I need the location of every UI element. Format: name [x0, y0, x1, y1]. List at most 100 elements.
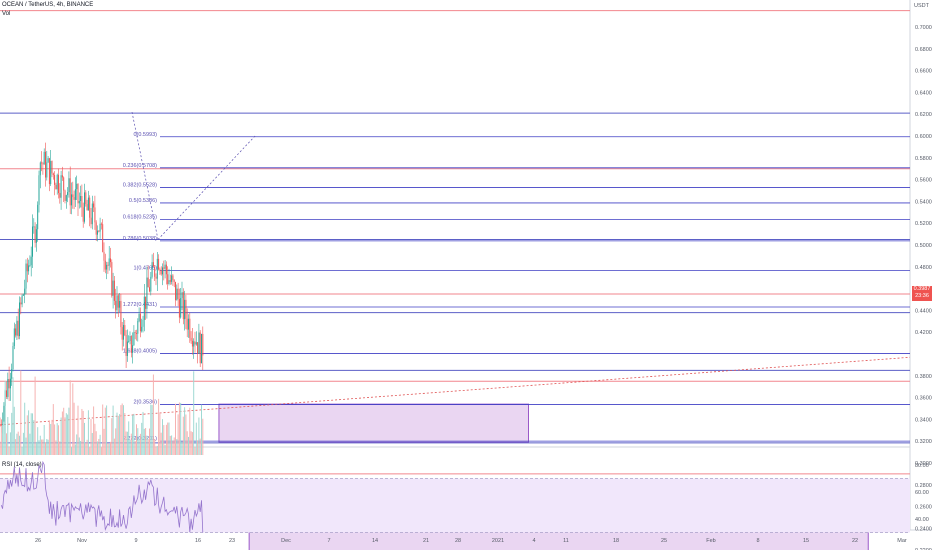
candle-body	[52, 173, 54, 176]
fib-level-label: 0.382(0.5528)	[123, 182, 157, 188]
time-axis: 26 Nov 9 16 23 Dec 7 14 21 28 2021 4 11 18 25 Feb 8 15 22 M…	[35, 538, 907, 544]
candle-body	[133, 332, 135, 346]
time-tick-label: 23	[229, 538, 235, 544]
volume-bar	[34, 376, 36, 455]
volume-bar	[121, 403, 123, 455]
rsi-band	[0, 478, 910, 533]
candle-body	[130, 335, 132, 353]
candle-body	[165, 264, 167, 275]
volume-bar	[86, 439, 88, 455]
price-tick-label: 0.2400	[915, 526, 932, 532]
candle-body	[162, 267, 163, 275]
time-tick-label: 15	[803, 538, 809, 544]
volume-bar	[164, 444, 166, 455]
volume-bar	[136, 424, 137, 455]
price-tick-label: 0.4400	[915, 308, 932, 314]
candle-body	[78, 200, 80, 204]
candle-body	[180, 297, 182, 318]
candle-body	[128, 340, 130, 342]
candle-body	[158, 258, 160, 270]
volume-bar	[160, 432, 162, 455]
volume-bar	[158, 398, 160, 455]
time-tick-label: 21	[423, 538, 429, 544]
volume-bar	[59, 441, 61, 455]
candle-body	[54, 175, 56, 185]
volume-bar	[102, 404, 104, 455]
volume-bar	[100, 446, 102, 455]
candle-body	[20, 302, 22, 305]
candle-body	[25, 263, 27, 289]
candle-body	[137, 321, 139, 334]
candle-body	[17, 320, 19, 337]
time-tick-label: Nov	[77, 538, 87, 544]
volume-bar	[197, 440, 199, 455]
fib-level-label: 0.5(0.5386)	[129, 198, 157, 204]
candle-body	[188, 318, 189, 330]
volume-bar	[111, 418, 113, 455]
volume-bar	[33, 420, 35, 455]
volume-bar	[188, 436, 189, 455]
volume-bar	[185, 414, 187, 455]
price-tick-label: 0.4200	[915, 330, 932, 336]
candle-body	[156, 258, 158, 279]
volume-bar	[138, 438, 140, 455]
time-tick-label: Mar	[897, 538, 907, 544]
volume-bar	[3, 421, 5, 455]
volume-bar	[190, 431, 192, 455]
candle-body	[28, 265, 30, 272]
fib-level-label: 0.236(0.5708)	[123, 163, 157, 169]
candle-body	[107, 264, 109, 266]
candle-body	[189, 318, 191, 338]
volume-bar	[94, 423, 96, 455]
volume-bar	[193, 371, 195, 455]
volume-bar	[199, 438, 201, 455]
candle-body	[152, 262, 154, 267]
candle-body	[168, 280, 170, 284]
volume-bar	[30, 413, 32, 455]
time-tick-label: 11	[563, 538, 569, 544]
rsi-tick-label: 60.00	[915, 490, 929, 496]
volume-bar	[65, 413, 67, 455]
volume-bar	[7, 417, 9, 455]
volume-bar	[191, 432, 193, 455]
price-tick-label: 0.5000	[915, 243, 932, 249]
candle-body	[0, 424, 1, 426]
candle-body	[58, 174, 59, 194]
candle-body	[32, 226, 33, 257]
fib-level-label: 0(0.5993)	[133, 132, 157, 138]
candle-body	[93, 203, 95, 208]
candle-body	[34, 226, 36, 243]
price-tick-label: 0.4800	[915, 265, 932, 271]
volume-bar	[4, 380, 6, 455]
volume-bar	[22, 432, 24, 455]
candle-body	[50, 161, 52, 185]
candle-body	[132, 345, 134, 353]
volume-bar	[98, 438, 100, 455]
candle-body	[106, 264, 108, 270]
time-tick-label: 16	[195, 538, 201, 544]
volume-bar	[125, 431, 127, 455]
volume-bar	[54, 424, 56, 455]
volume-bar	[71, 446, 72, 455]
rsi-label: RSI (14, close)	[2, 462, 42, 468]
volume-bar	[132, 415, 134, 455]
volume-bar	[85, 442, 87, 455]
volume-bar	[123, 405, 124, 455]
volume-bar	[11, 412, 13, 455]
volume-bar	[154, 439, 156, 455]
candle-body	[169, 280, 171, 282]
candle-body	[163, 267, 165, 269]
price-tick-label: 0.5400	[915, 199, 932, 205]
time-tick-label: Dec	[281, 538, 291, 544]
candle-body	[47, 158, 49, 163]
candle-body	[126, 341, 128, 356]
candle-body	[202, 333, 204, 356]
volume-bar	[129, 439, 131, 455]
volume-bar	[93, 406, 95, 455]
volume-pane	[0, 370, 204, 455]
volume-bar	[76, 434, 78, 455]
volume-bar	[175, 403, 176, 455]
volume-bar	[19, 435, 20, 455]
candle-body	[184, 299, 186, 320]
